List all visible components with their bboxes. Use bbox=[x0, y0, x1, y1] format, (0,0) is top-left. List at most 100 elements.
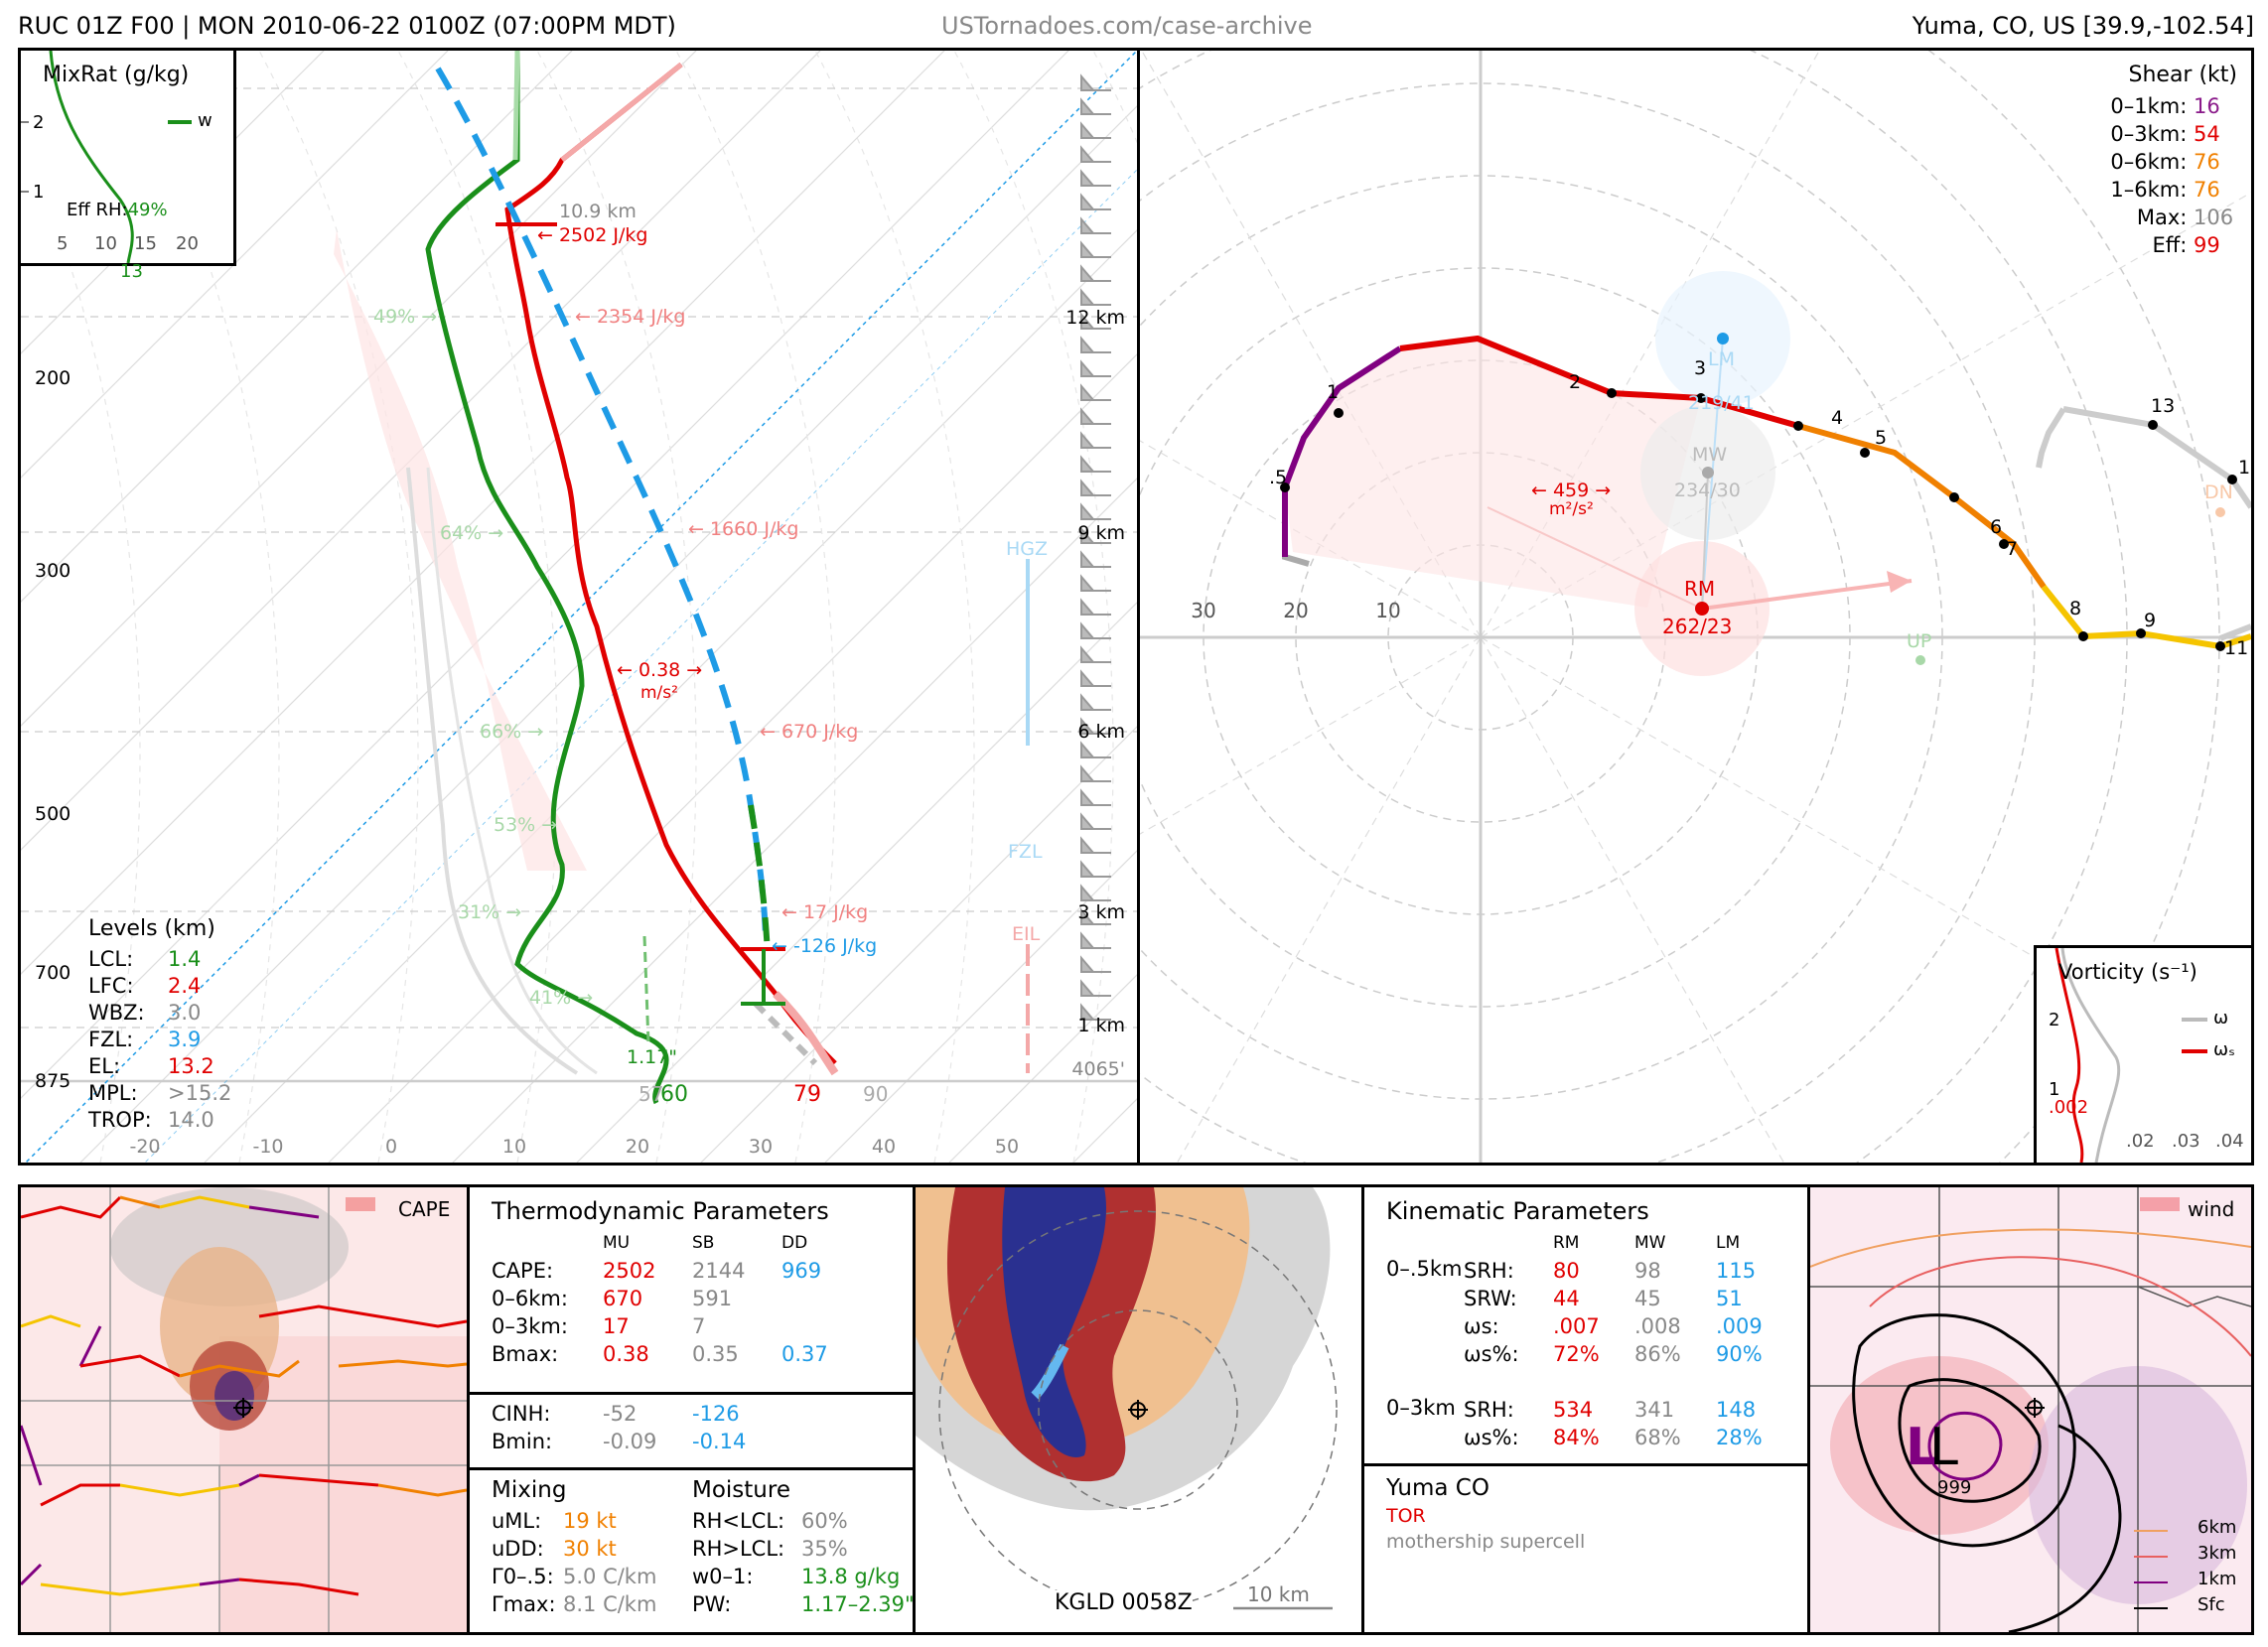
vorticity-inset: Vorticity (s⁻¹) ω ωₛ 2 1 .002 .02 .03 .0… bbox=[2034, 945, 2251, 1163]
temp-tick: 10 bbox=[502, 1136, 526, 1158]
mixrat-legend: w bbox=[198, 110, 213, 131]
radar-panel: KGLD 0058Z 10 km bbox=[913, 1184, 1364, 1635]
h-3: 3 km bbox=[1077, 901, 1125, 923]
sfc-td-gray: 57 bbox=[638, 1082, 663, 1106]
h-6: 6 km bbox=[1077, 721, 1125, 743]
eff-rh: Eff RH:49% bbox=[67, 200, 168, 220]
row-value: 72% bbox=[1553, 1342, 1600, 1366]
row-value: 60% bbox=[801, 1509, 848, 1533]
hodo-point bbox=[1696, 393, 1706, 403]
level-value: 3.9 bbox=[168, 1028, 202, 1051]
cinh-126: ← -126 J/kg bbox=[772, 935, 877, 957]
rm-value: 262/23 bbox=[1662, 615, 1733, 638]
shear-key: 1–6km: bbox=[2110, 178, 2194, 202]
hodo-mark-label: 6 bbox=[1990, 516, 2002, 538]
layer-6km: 6km bbox=[2197, 1517, 2237, 1538]
temp-tick: 40 bbox=[872, 1136, 896, 1158]
row-value: 35% bbox=[801, 1537, 848, 1561]
rh-3: 66% → bbox=[480, 721, 543, 743]
shear-value: 54 bbox=[2194, 122, 2220, 146]
vort-h2: 2 bbox=[2049, 1010, 2060, 1030]
sfc-t: 79 bbox=[793, 1082, 821, 1107]
level-value: 13.2 bbox=[168, 1054, 214, 1078]
table-row: RH<LCL: 60% bbox=[692, 1507, 913, 1535]
mixrat-t20: 20 bbox=[176, 233, 199, 254]
dewpoint-line bbox=[425, 51, 669, 1105]
p-700: 700 bbox=[35, 962, 71, 984]
row-label: SRH: bbox=[1464, 1398, 1514, 1422]
table-row: uDD: 30 kt bbox=[492, 1535, 682, 1563]
case-title: Yuma CO bbox=[1386, 1475, 1489, 1501]
mw-value: 234/30 bbox=[1674, 480, 1741, 501]
rh-2: 64% → bbox=[440, 522, 503, 544]
ring-label: 30 bbox=[1191, 599, 1215, 622]
hodo-mark-label: 5 bbox=[1875, 427, 1887, 449]
kinematic-panel: Kinematic Parameters RM MW LM 0–.5km SRH… bbox=[1361, 1184, 1810, 1635]
row-label: ωs: bbox=[1464, 1314, 1499, 1338]
row-value: 0.35 bbox=[692, 1342, 739, 1366]
ring-label: 10 bbox=[1375, 599, 1400, 622]
row-label: SRW: bbox=[1464, 1287, 1517, 1310]
layer-1km: 1km bbox=[2197, 1569, 2237, 1589]
h-sfc: 4065' bbox=[1071, 1058, 1125, 1080]
mixrat-h2: 2 bbox=[33, 112, 45, 133]
hodo-0-1km bbox=[1282, 345, 1402, 557]
hodo-mark-label: 7 bbox=[2006, 538, 2018, 560]
shear-value: 99 bbox=[2194, 233, 2220, 257]
temp-tick: 0 bbox=[385, 1136, 397, 1158]
level-key: LCL: bbox=[88, 947, 134, 971]
rm-label: RM bbox=[1684, 577, 1716, 601]
row-value: 1.17–2.39" bbox=[801, 1592, 915, 1616]
levels-list: LCL: 1.4 LFC: 2.4 WBZ: 3.0 FZL: 3.9 EL: 13.2 MPL: >… bbox=[88, 946, 231, 1134]
cape-fill bbox=[334, 229, 587, 871]
mixrat-title: MixRat (g/kg) bbox=[43, 63, 190, 87]
cape-1660: ← 1660 J/kg bbox=[688, 518, 798, 540]
row-value: 7 bbox=[692, 1314, 706, 1338]
row-value: 148 bbox=[1716, 1398, 1757, 1422]
level-row: TROP: 14.0 bbox=[88, 1107, 231, 1134]
shear-row: 0–3km: 54 bbox=[2110, 120, 2237, 148]
header-center: USTornadoes.com/case-archive bbox=[941, 12, 1313, 40]
row-label: 0–3km: bbox=[492, 1314, 568, 1338]
temperature-line bbox=[504, 63, 837, 1065]
vort-title: Vorticity (s⁻¹) bbox=[2058, 960, 2197, 984]
sfc-td: 60 bbox=[660, 1082, 688, 1107]
row-value: 68% bbox=[1634, 1426, 1681, 1449]
sfc-tv: 90 bbox=[863, 1082, 888, 1106]
hodo-mark-label: 11 bbox=[2224, 637, 2248, 659]
temp-tick: -20 bbox=[129, 1136, 160, 1158]
srh-fill bbox=[1285, 339, 1701, 608]
hodo-mark-label: 3 bbox=[1694, 357, 1706, 379]
shear-key: 0–6km: bbox=[2110, 150, 2194, 174]
level-row: LFC: 2.4 bbox=[88, 973, 231, 1000]
table-row: Bmin: -0.09 -0.14 bbox=[492, 1428, 781, 1455]
rh-1: 49% → bbox=[373, 306, 437, 328]
levels-title: Levels (km) bbox=[88, 916, 215, 941]
el-height: 10.9 km bbox=[559, 201, 637, 222]
row-value: 969 bbox=[781, 1259, 822, 1283]
case-note: mothership supercell bbox=[1386, 1531, 1586, 1553]
vort-w: ω bbox=[2213, 1008, 2229, 1029]
row-value: .008 bbox=[1634, 1314, 1681, 1338]
kin-col-lm: LM bbox=[1716, 1233, 1741, 1253]
mixrat-t5: 5 bbox=[57, 233, 69, 254]
hodo-point bbox=[1860, 448, 1870, 458]
eff-rh-value: 49% bbox=[127, 200, 168, 220]
shear-row: Eff: 99 bbox=[2110, 231, 2237, 259]
mixrat-sfc: 13 bbox=[120, 261, 143, 282]
row-value: 115 bbox=[1716, 1259, 1757, 1283]
h-1: 1 km bbox=[1077, 1015, 1125, 1036]
hodo-point bbox=[1999, 539, 2009, 549]
level-value: >15.2 bbox=[168, 1081, 232, 1105]
row-value: .009 bbox=[1716, 1314, 1763, 1338]
temp-tick: 50 bbox=[995, 1136, 1019, 1158]
radar-scale: 10 km bbox=[1247, 1582, 1310, 1606]
cape-2502: ← 2502 J/kg bbox=[537, 224, 647, 246]
level-row: MPL: >15.2 bbox=[88, 1080, 231, 1107]
row-value: 51 bbox=[1716, 1287, 1743, 1310]
skewt-panel: HGZ FZL EIL 200 300 500 700 875 -20 -10 0 1… bbox=[18, 48, 1140, 1166]
low-black: L bbox=[1929, 1418, 1958, 1477]
row-label: ωs%: bbox=[1464, 1342, 1519, 1366]
table-row: ωs: .007 .008 .009 bbox=[1464, 1312, 1797, 1340]
row-value: 2502 bbox=[603, 1259, 656, 1283]
